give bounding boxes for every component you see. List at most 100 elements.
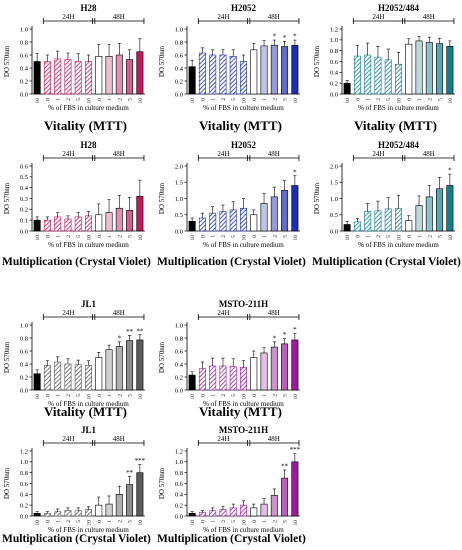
y-tick-label: 0.2 (175, 374, 183, 381)
x-tick-label: 1 (262, 520, 268, 523)
x-tick-label: 0 (97, 520, 103, 523)
bar (85, 215, 92, 232)
x-tick-label: 2 (117, 98, 123, 101)
bar (198, 368, 206, 391)
significance-marker: * (283, 331, 287, 339)
x-tick-label: 10 (35, 235, 41, 241)
x-tick-label: 2 (272, 520, 278, 523)
bar (43, 219, 51, 232)
bar (105, 212, 113, 232)
bar (291, 461, 299, 517)
bar (64, 59, 72, 95)
chart-h28-vitality: H28 24H 48H 0.0 0.2 0.4 0.6 0.8 1.0 DO 570nm 10 0 1 2… (0, 2, 150, 119)
x-tick-label: 10 (138, 520, 144, 526)
bar (33, 61, 41, 95)
bar (188, 512, 196, 517)
bar (198, 217, 206, 232)
x-tick-label: 5 (76, 98, 82, 101)
bracket-label-48h: 48H (423, 150, 435, 158)
bar (198, 52, 206, 95)
x-tick-label: 0 (200, 98, 206, 101)
bar (115, 207, 123, 232)
bar (136, 51, 144, 95)
y-tick-label: 0.0 (20, 513, 28, 520)
bar (395, 207, 402, 232)
chart-msto-vitality: MSTO-211H 24H 48H 0.0 0.2 0.4 0.6 0.8 1.0 DO 570n… (155, 298, 305, 415)
x-tick-label: 10 (293, 394, 299, 400)
bar (33, 512, 41, 517)
y-tick-label: 0.8 (175, 39, 183, 46)
bar (291, 44, 299, 95)
y-tick-label: 2.0 (175, 163, 183, 170)
y-tick-label: 1.2 (20, 448, 28, 455)
bar (95, 357, 103, 391)
bracket-label-48h: 48H (113, 13, 125, 21)
bar (229, 507, 237, 517)
x-tick-label: 0 (97, 98, 103, 101)
x-tick-label: 2 (221, 235, 227, 238)
x-tick-label: 1 (417, 98, 423, 101)
y-axis-label: DO 570nm (3, 45, 11, 77)
bar (270, 346, 278, 391)
bar (126, 59, 134, 95)
x-tick-label: 10 (35, 520, 41, 526)
bar (405, 220, 413, 232)
x-tick-label: 5 (231, 394, 237, 397)
x-tick-label: 0 (407, 235, 413, 238)
bar (43, 512, 51, 517)
x-tick-label: 1 (211, 520, 217, 523)
significance-marker: * (293, 33, 297, 41)
bar (136, 196, 144, 232)
bar (105, 55, 113, 95)
y-tick-label: 0.6 (20, 163, 29, 170)
x-axis-label: % of FBS in culture medium (48, 400, 129, 408)
x-tick-label: 1 (107, 520, 113, 523)
y-tick-label: 0.8 (20, 39, 28, 46)
bracket-label-48h: 48H (113, 150, 125, 158)
y-tick-label: 0.8 (20, 335, 28, 342)
y-tick-label: 0.8 (175, 335, 183, 342)
y-tick-label: 0.6 (175, 481, 184, 488)
x-tick-label: 1 (366, 235, 372, 238)
y-tick-label: 0.2 (20, 207, 28, 214)
bracket-label-24h: 24H (62, 435, 74, 443)
bar (85, 365, 92, 391)
x-tick-label: 0 (200, 520, 206, 523)
x-axis-label: % of FBS in culture medium (203, 526, 284, 534)
bar (85, 61, 92, 95)
x-tick-label: 10 (190, 520, 196, 526)
bar (415, 40, 423, 95)
y-axis-label: DO 570nm (158, 45, 166, 77)
y-tick-label: 0.4 (20, 65, 29, 72)
bar (353, 221, 361, 232)
x-tick-label: 10 (293, 235, 299, 241)
bar (405, 43, 413, 95)
bracket-label-48h: 48H (268, 309, 280, 317)
x-tick-label: 10 (87, 235, 93, 241)
x-tick-label: 2 (117, 520, 123, 523)
y-axis-label: DO 570nm (158, 182, 166, 214)
y-tick-label: 0.0 (175, 387, 183, 394)
bar (64, 510, 72, 517)
x-tick-label: 2 (66, 235, 72, 238)
bracket-label-24h: 24H (62, 309, 74, 317)
y-tick-label: 1.0 (20, 322, 28, 329)
bar (188, 220, 196, 232)
x-tick-label: 1 (56, 520, 62, 523)
x-tick-label: 0 (355, 235, 361, 238)
y-tick-label: 0.8 (175, 470, 183, 477)
significance-marker: * (448, 167, 452, 175)
bar (270, 44, 278, 95)
bar (126, 210, 134, 232)
bar (33, 219, 41, 232)
bar (436, 43, 444, 95)
y-tick-label: 0.6 (20, 481, 29, 488)
x-axis-label: % of FBS in culture medium (48, 241, 129, 249)
caption-vitality-h28: Vitality (MTT) (44, 118, 127, 133)
x-tick-label: 0 (252, 235, 258, 238)
bracket-label-24h: 24H (217, 13, 229, 21)
x-axis-label: % of FBS in culture medium (48, 104, 129, 112)
bar (446, 185, 454, 232)
bar (85, 509, 92, 517)
chart-title: H28 (80, 3, 97, 13)
